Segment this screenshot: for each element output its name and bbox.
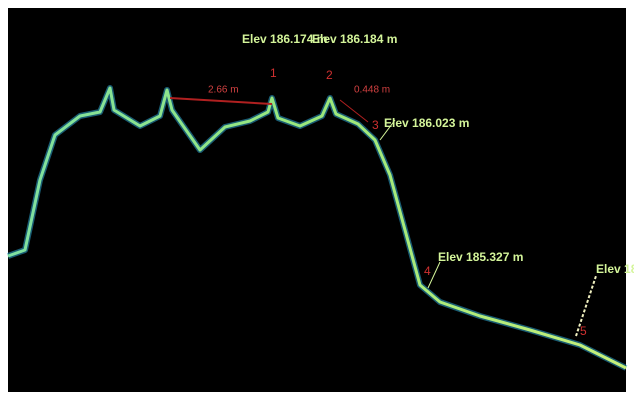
point-label: 5 bbox=[580, 324, 587, 338]
elevation-label: Elev 186.184 m bbox=[312, 32, 397, 46]
screenshot: Elev 186.174 m Elev 186.184 m Elev 186.0… bbox=[0, 0, 634, 400]
elevation-label: Elev 185.327 m bbox=[438, 250, 523, 264]
point-label: 1 bbox=[270, 66, 277, 80]
elevation-label: Elev 186.023 m bbox=[384, 116, 469, 130]
point-label: 3 bbox=[372, 118, 379, 132]
viewport bbox=[8, 8, 626, 392]
point-label: 4 bbox=[424, 264, 431, 278]
elevation-label: Elev 185. bbox=[596, 262, 634, 276]
measurement-label: 0.448 m bbox=[354, 85, 390, 96]
point-label: 2 bbox=[326, 68, 333, 82]
measurement-label: 2.66 m bbox=[208, 85, 239, 96]
